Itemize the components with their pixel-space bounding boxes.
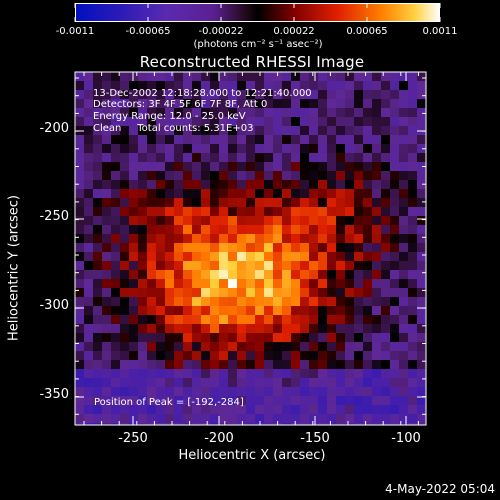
info-detectors: Detectors: 3F 4F 5F 6F 7F 8F, Att 0: [93, 99, 268, 110]
colorbar-tick-label: -0.00022: [198, 26, 244, 37]
colorbar-tick-label: -0.00065: [125, 26, 171, 37]
colorbar-unit: (photons cm⁻² s⁻¹ asec⁻²): [193, 39, 323, 50]
x-tick-label: -200: [204, 431, 234, 446]
x-tick-label: -150: [300, 431, 330, 446]
y-tick-label: -250: [39, 209, 69, 224]
colorbar-tick-label: 0.00022: [273, 26, 315, 37]
info-time-range: 13-Dec-2002 12:18:28.000 to 12:21:40.000: [93, 88, 312, 99]
peak-position: Position of Peak = [-192,-284]: [94, 397, 244, 408]
timestamp-footer: 4-May-2022 05:04: [385, 482, 495, 496]
colorbar-gradient: [75, 3, 440, 22]
x-tick-label: -250: [118, 431, 148, 446]
plot-frame: [74, 71, 427, 426]
info-method-counts: Clean Total counts: 5.31E+03: [93, 123, 254, 134]
colorbar-tick-label: 0.0011: [422, 26, 458, 37]
x-axis-title: Heliocentric X (arcsec): [178, 448, 326, 463]
colorbar-tick-label: 0.00065: [346, 26, 388, 37]
y-tick-label: -200: [39, 121, 69, 136]
y-axis-title: Heliocentric Y (arcsec): [6, 195, 22, 341]
colorbar: [75, 3, 440, 22]
colorbar-tick-label: -0.0011: [55, 26, 95, 37]
heatmap-image: [75, 72, 426, 425]
axis-ticks: [74, 3, 441, 425]
y-tick-label: -300: [39, 298, 69, 313]
x-tick-label: -100: [391, 431, 421, 446]
info-energy-range: Energy Range: 12.0 - 25.0 keV: [93, 111, 246, 122]
plot-title: Reconstructed RHESSI Image: [139, 53, 365, 71]
y-tick-label: -350: [39, 387, 69, 402]
